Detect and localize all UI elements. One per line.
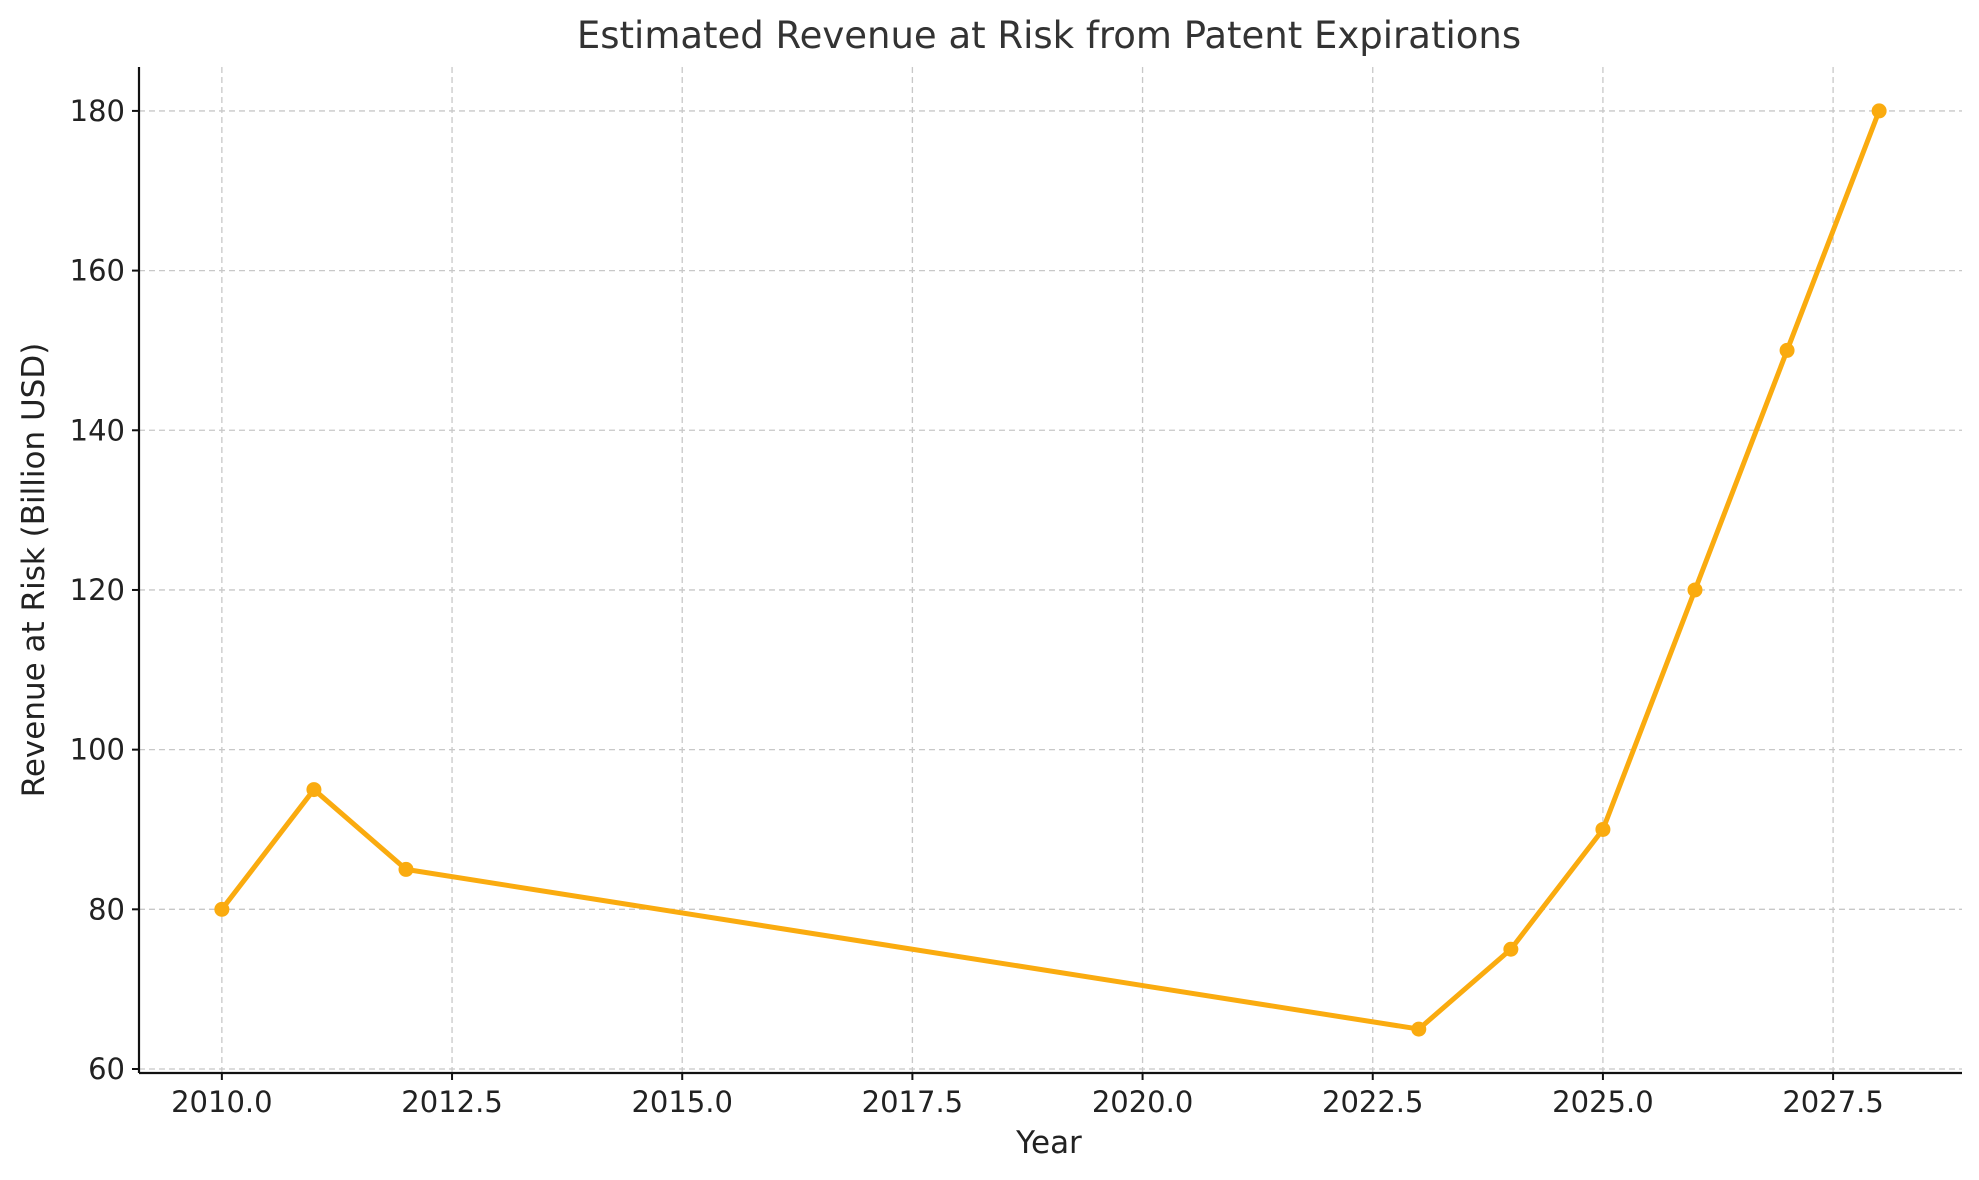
y-tick-label: 180 bbox=[70, 94, 125, 128]
x-tick-label: 2025.0 bbox=[1552, 1085, 1653, 1119]
x-tick-label: 2010.0 bbox=[171, 1085, 272, 1119]
data-point bbox=[214, 901, 230, 917]
x-tick-label: 2022.5 bbox=[1322, 1085, 1423, 1119]
series-layer bbox=[214, 103, 1887, 1037]
data-point bbox=[1411, 1021, 1427, 1037]
x-tick-label: 2015.0 bbox=[631, 1085, 732, 1119]
y-ticks: 60 80 100 120 140 160 180 bbox=[70, 94, 139, 1086]
x-tick-label: 2012.5 bbox=[401, 1085, 502, 1119]
data-point bbox=[398, 861, 414, 877]
y-tick-label: 140 bbox=[70, 413, 125, 447]
data-point bbox=[1687, 582, 1703, 598]
y-tick-label: 100 bbox=[70, 733, 125, 767]
y-axis-title: Revenue at Risk (Billion USD) bbox=[16, 343, 52, 798]
x-tick-label: 2020.0 bbox=[1092, 1085, 1193, 1119]
y-tick-label: 120 bbox=[70, 573, 125, 607]
data-point bbox=[306, 782, 322, 798]
x-axis-title: Year bbox=[1015, 1125, 1082, 1161]
x-tick-label: 2017.5 bbox=[862, 1085, 963, 1119]
y-tick-label: 160 bbox=[70, 254, 125, 288]
data-point bbox=[1871, 103, 1887, 119]
x-tick-label: 2027.5 bbox=[1782, 1085, 1883, 1119]
x-ticks: 2010.0 2012.5 2015.0 2017.5 2020.0 2022.5 2025… bbox=[171, 1073, 1884, 1119]
series-line bbox=[219, 108, 1882, 1032]
data-point bbox=[1595, 821, 1611, 837]
chart-title: Estimated Revenue at Risk from Patent Ex… bbox=[577, 14, 1521, 57]
y-tick-label: 80 bbox=[88, 892, 125, 926]
data-point bbox=[1779, 342, 1795, 358]
data-point bbox=[1503, 941, 1519, 957]
grid bbox=[139, 67, 1962, 1073]
axes bbox=[137, 67, 1962, 1075]
y-tick-label: 60 bbox=[88, 1052, 125, 1086]
